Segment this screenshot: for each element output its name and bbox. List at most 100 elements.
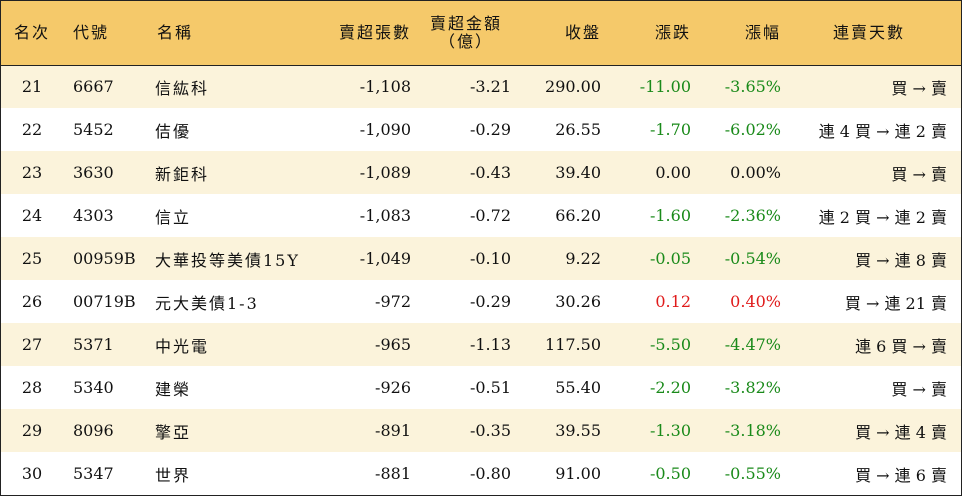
cell-change: -5.50 [649,335,691,354]
cell-streak: 連 6 買 → 賣 [855,336,947,356]
cell-pct: -6.02% [724,120,781,139]
table-header: 名次 代號 名稱 賣超張數 賣超金額 （億） 收盤 漲跌 漲幅 連賣天數 [1,1,961,65]
cell-streak: 買 → 賣 [891,164,947,184]
cell-name: 信立 [155,207,192,227]
cell-rank: 28 [21,378,43,397]
cell-lots: -891 [375,421,411,440]
cell-lots: -1,083 [359,206,411,225]
cell-amount: -0.72 [469,206,511,225]
header-streak: 連賣天數 [832,22,905,42]
cell-close: 290.00 [545,77,601,97]
cell-lots: -965 [375,335,411,354]
table-row: 26 00719B 元大美債1-3 -972 -0.29 30.26 0.12 0.40% 買 … [1,280,961,323]
cell-change: -0.05 [649,249,691,268]
cell-code: 5340 [73,378,114,397]
header-code: 代號 [73,22,110,42]
cell-close: 39.40 [555,163,601,182]
cell-close: 55.40 [555,378,601,397]
cell-pct: -0.55% [724,464,781,483]
cell-pct: 0.00% [730,163,781,182]
cell-lots: -926 [375,378,411,397]
header-amount-line2: （億） [438,31,493,51]
cell-code: 5347 [73,464,114,483]
cell-amount: -0.43 [469,163,511,182]
cell-close: 39.55 [555,421,601,440]
header-row: 名次 代號 名稱 賣超張數 賣超金額 （億） 收盤 漲跌 漲幅 連賣天數 [1,1,961,65]
header-pct: 漲幅 [744,22,781,42]
cell-close: 26.55 [555,120,601,139]
table-row: 25 00959B 大華投等美債15Y -1,049 -0.10 9.22 -0.05 -0.… [1,237,961,280]
cell-name: 中光電 [155,336,210,356]
table-row: 21 6667 信紘科 -1,108 -3.21 290.00 -11.00 -3.65% 買 … [1,65,961,108]
cell-change: 0.12 [655,292,691,311]
cell-streak: 買 → 賣 [891,379,947,399]
cell-name: 信紘科 [155,78,210,98]
cell-pct: 0.40% [730,292,781,311]
cell-streak: 買 → 連 6 賣 [855,465,947,485]
cell-rank: 30 [21,464,43,483]
cell-close: 30.26 [555,292,601,311]
cell-code: 5371 [73,335,114,354]
cell-streak: 買 → 連 4 賣 [855,422,947,442]
cell-close: 91.00 [555,464,601,483]
header-amount: 賣超金額 （億） [421,1,521,65]
cell-streak: 連 2 買 → 連 2 賣 [818,207,947,227]
cell-code: 4303 [73,206,114,225]
cell-amount: -0.80 [469,464,511,483]
cell-name: 元大美債1-3 [155,293,259,313]
cell-code: 00719B [73,292,136,311]
cell-pct: -4.47% [724,335,781,354]
cell-change: -11.00 [639,77,691,97]
cell-code: 6667 [73,77,114,97]
cell-change: -2.20 [649,378,691,397]
header-amount-line1: 賣超金額 [429,13,502,33]
table-row: 27 5371 中光電 -965 -1.13 117.50 -5.50 -4.47% 連 6 買… [1,323,961,366]
cell-pct: -0.54% [724,249,781,268]
cell-close: 9.22 [565,249,601,268]
cell-name: 大華投等美債15Y [155,250,300,270]
cell-amount: -0.29 [469,292,511,311]
cell-rank: 22 [21,120,43,139]
cell-rank: 29 [21,421,43,440]
cell-lots: -1,108 [359,77,411,97]
cell-lots: -1,049 [359,249,411,268]
cell-name: 佶優 [155,121,192,141]
cell-rank: 24 [21,206,43,225]
cell-close: 117.50 [545,335,601,354]
cell-name: 建榮 [155,379,192,399]
cell-pct: -3.82% [724,378,781,397]
cell-amount: -3.21 [469,77,511,97]
cell-rank: 23 [21,163,43,182]
cell-name: 擎亞 [155,422,192,442]
table-row: 23 3630 新鉅科 -1,089 -0.43 39.40 0.00 0.00% 買 → 賣 [1,151,961,194]
cell-lots: -972 [375,292,411,311]
cell-name: 新鉅科 [155,164,210,184]
cell-code: 5452 [73,120,114,139]
header-name: 名稱 [157,22,194,42]
cell-rank: 21 [21,77,43,97]
cell-lots: -1,090 [359,120,411,139]
cell-pct: -2.36% [724,206,781,225]
table-row: 29 8096 擎亞 -891 -0.35 39.55 -1.30 -3.18% 買 → 連 4… [1,409,961,452]
cell-rank: 25 [21,249,43,268]
header-close: 收盤 [564,22,601,42]
cell-amount: -0.51 [469,378,511,397]
cell-amount: -0.35 [469,421,511,440]
cell-name: 世界 [155,465,192,485]
cell-pct: -3.65% [724,77,781,97]
cell-amount: -0.10 [469,249,511,268]
cell-code: 3630 [73,163,114,182]
cell-rank: 26 [21,292,43,311]
cell-pct: -3.18% [724,421,781,440]
cell-streak: 連 4 買 → 連 2 賣 [818,121,947,141]
cell-change: -1.30 [649,421,691,440]
cell-lots: -881 [375,464,411,483]
cell-change: -1.70 [649,120,691,139]
cell-code: 00959B [73,249,136,268]
cell-streak: 買 → 連 21 賣 [844,293,947,313]
cell-rank: 27 [21,335,43,354]
cell-streak: 買 → 連 8 賣 [855,250,947,270]
table-row: 24 4303 信立 -1,083 -0.72 66.20 -1.60 -2.36% 連 2 買… [1,194,961,237]
